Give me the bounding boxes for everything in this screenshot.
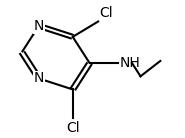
Text: NH: NH — [120, 56, 141, 70]
Text: N: N — [34, 71, 44, 85]
Text: N: N — [34, 19, 44, 33]
Text: Cl: Cl — [100, 6, 113, 20]
Text: Cl: Cl — [66, 121, 80, 135]
